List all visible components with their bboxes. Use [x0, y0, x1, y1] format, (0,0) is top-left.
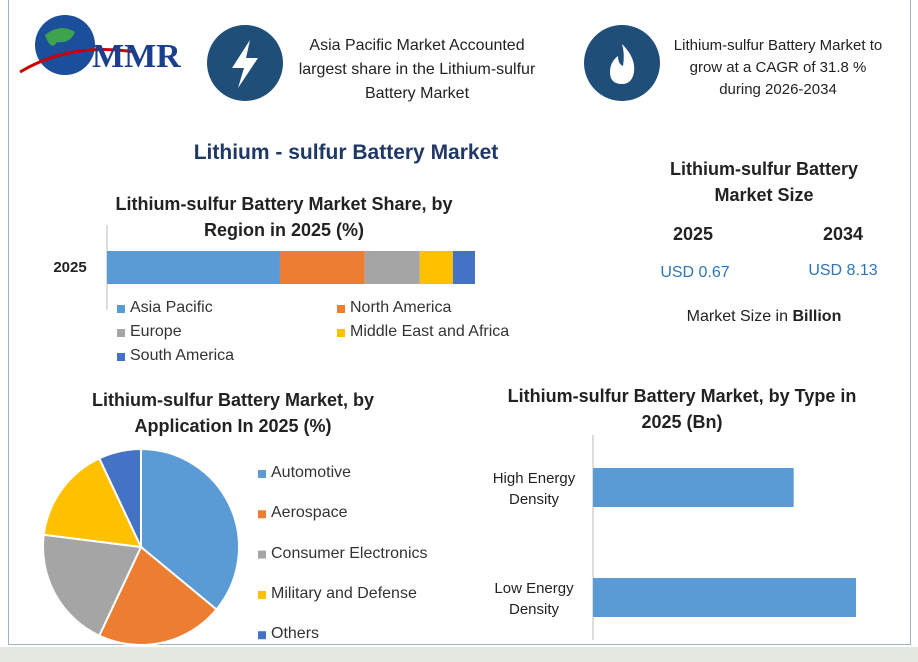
category-label: High Energy Density — [492, 470, 576, 508]
bar — [593, 578, 856, 617]
icon-bolt — [232, 40, 258, 88]
bar-segment — [107, 251, 280, 284]
legend-label: Asia Pacific — [130, 299, 213, 316]
legend-label: North America — [350, 299, 452, 316]
market-note: Market Size in Billion — [654, 308, 874, 326]
legend-label: Military and Defense — [271, 584, 417, 602]
year: 2034 — [822, 224, 864, 244]
pie-slice — [42, 456, 143, 549]
market-value: USD 8.13 — [808, 262, 878, 279]
legend-swatch — [117, 329, 125, 337]
legend-label: Consumer Electronics — [271, 544, 428, 562]
bar-segment — [419, 251, 453, 284]
market-value: USD 0.67 — [660, 264, 730, 281]
legend-label: Automotive — [271, 464, 352, 481]
icon-circle — [584, 25, 660, 101]
bar-segment — [364, 251, 420, 284]
bar-segment — [452, 251, 475, 284]
legend-swatch — [258, 550, 266, 559]
legend-swatch — [258, 590, 266, 599]
legend-swatch — [258, 510, 266, 519]
legend-label: Others — [271, 625, 320, 643]
icon-flame — [610, 44, 635, 84]
legend-swatch — [258, 470, 266, 478]
legend-swatch — [337, 305, 345, 313]
frame — [8, 0, 911, 645]
highlight-text: Lithium-sulfur Battery Market to grow at… — [673, 37, 883, 98]
chart-title: Lithium-sulfur Battery Market, by Applic… — [91, 390, 375, 436]
chart-title: Lithium-sulfur Battery Market Share, by … — [115, 194, 453, 240]
logo-text: MMR — [92, 38, 181, 75]
legend-swatch — [117, 353, 125, 361]
pie-slice — [97, 447, 142, 548]
logo-land — [45, 28, 75, 46]
category-label: 2025 — [53, 259, 87, 276]
legend-label: Aerospace — [271, 504, 348, 522]
pie-slice — [42, 533, 143, 638]
main-title: Lithium - sulfur Battery Market — [193, 141, 499, 164]
market-size-title: Lithium-sulfur Battery Market Size — [669, 159, 858, 205]
legend-label: South America — [130, 347, 235, 364]
logo-globe — [35, 15, 95, 75]
pie-slice — [140, 447, 240, 611]
legend-swatch — [117, 305, 125, 313]
category-label: Low Energy Density — [494, 580, 574, 618]
chart-title: Lithium-sulfur Battery Market, by Type i… — [507, 386, 857, 432]
status-strip — [0, 647, 918, 662]
highlight-text: Asia Pacific Market Accounted largest sh… — [298, 37, 536, 102]
legend-label: Middle East and Africa — [350, 323, 510, 340]
legend-label: Europe — [130, 323, 182, 340]
bar — [593, 468, 794, 507]
logo-swoosh — [19, 48, 136, 74]
legend-swatch — [258, 631, 266, 640]
legend-swatch — [337, 329, 345, 337]
year: 2025 — [672, 224, 714, 244]
pie-slice — [97, 545, 218, 646]
bar-segment — [279, 251, 365, 284]
note-unit: Billion — [792, 308, 842, 325]
note-text: Market Size in — [686, 308, 789, 325]
